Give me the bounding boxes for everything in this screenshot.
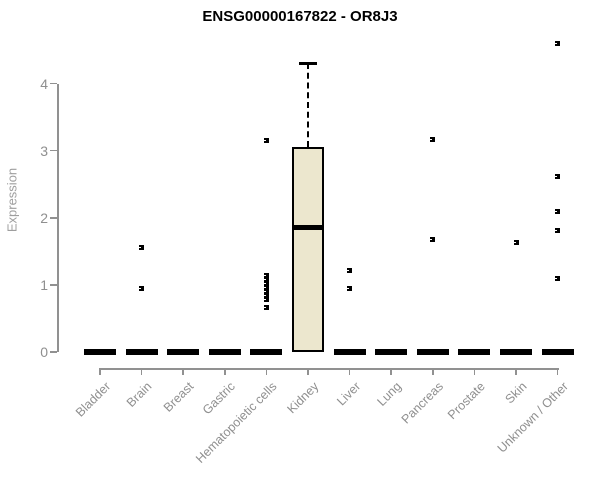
x-axis-tick-label: Lung xyxy=(374,379,405,409)
x-axis-tick-label: Kidney xyxy=(284,379,322,417)
collapsed-box xyxy=(333,349,366,355)
chart-title: ENSG00000167822 - OR8J3 xyxy=(202,8,398,25)
outlier-point xyxy=(555,173,561,179)
outlier-point xyxy=(430,136,436,142)
outlier-point xyxy=(139,285,145,291)
outlier-point xyxy=(263,281,269,287)
y-axis-tick-label: 0 xyxy=(40,344,48,360)
y-axis-tick xyxy=(50,217,57,219)
x-axis-tick-label: Hematopoietic cells xyxy=(193,379,280,466)
x-axis-tick xyxy=(348,368,351,375)
y-axis-tick-label: 4 xyxy=(40,75,48,92)
median-line xyxy=(294,225,322,231)
outlier-point xyxy=(263,293,269,299)
x-axis-tick-label: Liver xyxy=(333,379,363,409)
x-axis-tick-label: Breast xyxy=(160,379,197,415)
collapsed-box xyxy=(208,349,241,355)
outlier-point xyxy=(347,267,353,273)
x-axis-tick-label: Gastric xyxy=(200,379,239,418)
collapsed-box xyxy=(541,349,574,355)
y-axis-tick xyxy=(50,149,57,152)
x-axis-tick xyxy=(390,368,392,375)
outlier-point xyxy=(263,273,269,278)
outlier-point xyxy=(263,277,269,283)
x-axis-tick-label: Pancreas xyxy=(398,379,447,427)
x-axis-tick xyxy=(182,368,184,375)
x-axis-tick xyxy=(515,368,517,375)
collapsed-box xyxy=(125,349,158,355)
outlier-point xyxy=(430,237,436,243)
collapsed-box xyxy=(250,349,283,355)
y-axis-tick xyxy=(50,284,57,286)
outlier-point xyxy=(555,40,561,46)
x-axis-tick xyxy=(99,368,101,375)
x-axis-tick xyxy=(224,368,226,375)
x-axis-tick-label: Prostate xyxy=(444,379,488,423)
x-axis-tick-label: Bladder xyxy=(72,379,114,420)
collapsed-box xyxy=(84,349,116,355)
collapsed-box xyxy=(416,349,449,355)
x-axis-tick xyxy=(265,368,268,375)
x-axis-line xyxy=(99,368,559,370)
collapsed-box xyxy=(500,349,532,355)
whisker-cap xyxy=(299,61,317,65)
y-axis-tick-label: 1 xyxy=(40,276,48,293)
y-axis-line xyxy=(57,83,59,352)
x-axis-tick xyxy=(556,368,559,375)
y-axis-tick-label: 3 xyxy=(40,142,48,159)
outlier-point xyxy=(263,289,269,295)
outlier-point xyxy=(555,209,561,215)
collapsed-box xyxy=(375,349,408,355)
outlier-point xyxy=(347,285,353,291)
outlier-point xyxy=(263,138,269,144)
collapsed-box xyxy=(167,349,200,355)
outlier-point xyxy=(139,245,145,251)
outlier-point xyxy=(513,240,519,246)
x-axis-tick xyxy=(432,368,434,375)
x-axis-tick-label: Skin xyxy=(502,379,530,407)
outlier-point xyxy=(555,228,561,234)
x-axis-tick-label: Brain xyxy=(124,379,155,410)
x-axis-tick xyxy=(307,368,309,375)
outlier-point xyxy=(555,275,561,281)
x-axis-tick xyxy=(140,368,143,375)
whisker-line xyxy=(307,63,309,148)
y-axis-tick-label: 2 xyxy=(40,209,48,226)
outlier-point xyxy=(263,305,269,311)
outlier-point xyxy=(263,285,269,291)
outlier-point xyxy=(263,297,269,303)
y-axis-tick xyxy=(50,82,57,85)
box xyxy=(292,147,324,352)
collapsed-box xyxy=(458,349,491,355)
x-axis-tick xyxy=(473,368,476,375)
y-axis-tick xyxy=(50,351,57,353)
